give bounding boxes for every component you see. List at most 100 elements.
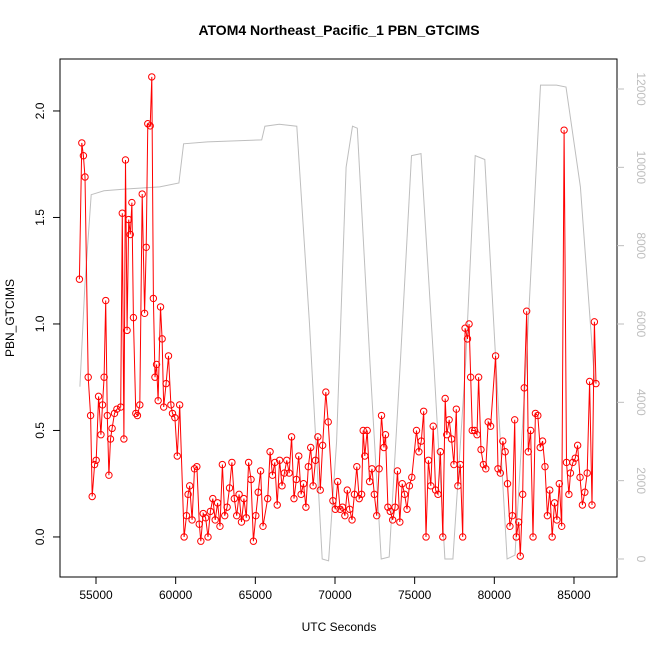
data-point — [164, 352, 173, 360]
data-point — [439, 533, 447, 541]
data-point — [193, 462, 201, 471]
data-point — [415, 448, 423, 456]
y2-tick-label: 6000 — [634, 311, 648, 338]
data-point — [188, 516, 196, 524]
data-point — [454, 482, 462, 490]
data-point — [569, 458, 577, 467]
data-point — [302, 503, 310, 511]
data-point — [211, 516, 219, 524]
y2-tick-label: 8000 — [634, 232, 648, 259]
data-point — [322, 388, 330, 396]
data-point — [218, 460, 227, 469]
data-point — [90, 460, 99, 469]
data-point — [477, 445, 485, 454]
data-point — [88, 492, 96, 501]
data-point — [550, 499, 559, 507]
data-point — [290, 494, 298, 503]
data-point — [206, 507, 215, 516]
data-point — [538, 437, 547, 445]
data-point — [92, 456, 100, 464]
data-point — [393, 467, 402, 475]
data-point — [341, 511, 349, 520]
data-point — [94, 392, 103, 401]
data-point — [431, 486, 440, 494]
data-point — [511, 416, 519, 424]
data-point — [283, 456, 291, 464]
y2-tick-label: 2000 — [634, 467, 648, 494]
data-point — [363, 426, 371, 435]
data-point — [126, 230, 134, 239]
data-point — [167, 401, 175, 409]
data-point — [204, 533, 212, 541]
chart-title: ATOM4 Northeast_Pacific_1 PBN_GTCIMS — [198, 22, 479, 38]
y-tick-label: 2.0 — [33, 102, 47, 119]
data-point — [522, 307, 531, 315]
data-point — [391, 503, 399, 511]
data-point — [422, 533, 430, 541]
y-axis-label: PBN_GTCIMS — [3, 279, 17, 357]
data-point — [144, 120, 152, 128]
data-point — [499, 437, 507, 445]
data-point — [237, 518, 246, 526]
data-point — [447, 435, 456, 443]
data-point — [494, 465, 502, 473]
data-point — [160, 403, 168, 411]
data-point — [458, 533, 467, 541]
data-point — [348, 516, 356, 524]
data-point — [199, 509, 207, 518]
data-point — [585, 377, 594, 386]
data-point — [124, 215, 133, 224]
data-point — [254, 488, 262, 496]
data-point — [78, 139, 86, 147]
data-point — [266, 448, 274, 456]
data-point — [213, 499, 222, 507]
data-point — [496, 469, 505, 477]
x-tick-label: 60000 — [159, 588, 193, 602]
data-point — [529, 533, 537, 541]
data-point — [142, 243, 150, 251]
x-tick-label: 70000 — [318, 588, 352, 602]
data-point — [345, 505, 354, 513]
data-point — [275, 456, 284, 464]
data-point — [482, 465, 490, 473]
data-point — [110, 409, 119, 418]
data-point — [329, 497, 337, 505]
data-point — [590, 318, 599, 326]
data-point — [171, 413, 179, 422]
data-point — [120, 435, 128, 443]
data-point — [400, 490, 409, 499]
data-point — [508, 511, 517, 520]
data-point — [154, 396, 162, 405]
data-point — [146, 122, 154, 130]
y2-tick-label: 12000 — [634, 72, 648, 106]
data-point — [180, 533, 188, 541]
data-point — [565, 490, 573, 499]
data-point — [84, 373, 92, 381]
y2-tick-label: 10000 — [634, 151, 648, 185]
data-point — [375, 465, 383, 473]
data-point — [506, 522, 514, 531]
data-point — [578, 501, 587, 509]
y2-tick-label: 0 — [634, 556, 648, 563]
data-point — [331, 505, 340, 513]
data-point — [479, 460, 488, 469]
data-point — [102, 296, 110, 305]
data-point — [534, 411, 542, 420]
data-point — [558, 522, 566, 531]
data-point — [316, 486, 324, 494]
data-point — [256, 467, 265, 475]
data-point — [334, 477, 342, 486]
data-point — [350, 490, 359, 499]
data-point — [384, 503, 392, 511]
data-point — [470, 426, 479, 435]
data-point — [357, 490, 366, 499]
data-point — [81, 173, 89, 181]
data-point — [140, 309, 149, 318]
data-point — [324, 418, 332, 426]
data-point — [185, 482, 194, 490]
data-point — [541, 462, 549, 471]
data-point — [287, 433, 296, 441]
data-point — [123, 326, 131, 335]
data-point — [461, 324, 469, 332]
data-point — [98, 401, 107, 409]
